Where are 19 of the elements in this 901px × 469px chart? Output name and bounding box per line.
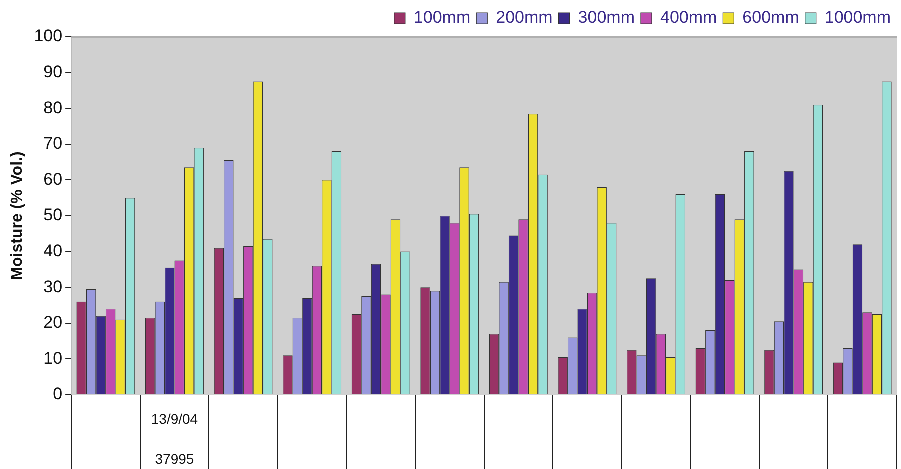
y-tick-label: 40	[44, 241, 63, 260]
legend-label: 1000mm	[824, 8, 891, 28]
legend-label: 200mm	[496, 8, 553, 28]
y-tick-label: 50	[44, 206, 63, 225]
y-tick-label: 60	[44, 170, 63, 189]
y-tick-label: 70	[44, 134, 63, 154]
y-tick-label: 80	[44, 98, 63, 118]
legend-label: 600mm	[742, 8, 800, 28]
legend-label: 300mm	[578, 8, 635, 28]
y-tick-label: 0	[53, 384, 63, 404]
y-axis-title: Moisture (% Vol.)	[9, 152, 26, 280]
legend-label: 100mm	[414, 8, 471, 28]
y-tick-label: 10	[44, 348, 63, 368]
category-label: 13/9/04 37995	[151, 410, 198, 467]
y-tick-label: 30	[44, 277, 63, 296]
y-tick-label: 90	[44, 62, 63, 82]
legend-label: 400mm	[660, 8, 718, 28]
y-tick-label: 20	[44, 313, 63, 332]
y-tick-label: 100	[34, 26, 63, 46]
